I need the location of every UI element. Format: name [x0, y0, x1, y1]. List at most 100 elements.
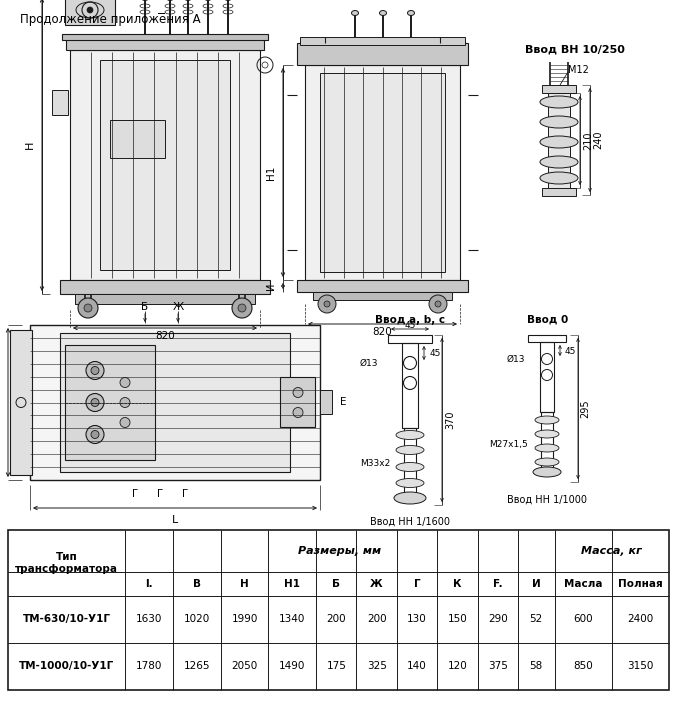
- Bar: [30, 325, 320, 480]
- Text: 820: 820: [155, 331, 175, 341]
- Text: 45: 45: [565, 346, 576, 356]
- Bar: [404, 428, 416, 498]
- Text: 325: 325: [367, 662, 387, 672]
- Text: 200: 200: [326, 614, 346, 624]
- Bar: [542, 85, 576, 93]
- Text: М27х1,5: М27х1,5: [489, 440, 528, 449]
- Ellipse shape: [533, 467, 561, 477]
- Text: Ввод НН 1/1600: Ввод НН 1/1600: [370, 517, 450, 527]
- Text: Н: Н: [240, 579, 249, 589]
- Ellipse shape: [540, 96, 578, 108]
- Text: Масса, кг: Масса, кг: [582, 546, 642, 556]
- Circle shape: [91, 366, 99, 374]
- Bar: [388, 335, 432, 343]
- Text: 1780: 1780: [136, 662, 162, 672]
- Circle shape: [91, 430, 99, 439]
- Text: Тип
трансформатора: Тип трансформатора: [15, 552, 118, 574]
- Text: Ж: Ж: [173, 302, 183, 312]
- Text: ТМ-1000/10-У1Г: ТМ-1000/10-У1Г: [19, 662, 114, 672]
- Circle shape: [293, 408, 303, 417]
- Circle shape: [324, 301, 330, 307]
- Circle shape: [232, 298, 252, 318]
- Text: Размеры, мм: Размеры, мм: [299, 546, 382, 556]
- Text: 45: 45: [430, 349, 441, 358]
- Bar: [297, 280, 468, 292]
- Bar: [62, 34, 268, 40]
- Bar: [70, 50, 260, 280]
- Text: 290: 290: [488, 614, 508, 624]
- Ellipse shape: [396, 445, 424, 454]
- Text: Ж: Ж: [370, 579, 383, 589]
- Bar: [542, 188, 576, 196]
- Text: Ø13: Ø13: [359, 359, 378, 368]
- Text: Ввод а, b, с: Ввод а, b, с: [375, 315, 445, 325]
- Text: 370: 370: [445, 411, 455, 430]
- Text: 120: 120: [447, 662, 467, 672]
- Circle shape: [78, 298, 98, 318]
- Text: Г: Г: [182, 489, 188, 499]
- Text: Ввод НН 1/1000: Ввод НН 1/1000: [507, 495, 587, 505]
- Circle shape: [429, 295, 447, 313]
- Ellipse shape: [540, 136, 578, 148]
- Ellipse shape: [535, 416, 559, 424]
- Text: 1340: 1340: [279, 614, 305, 624]
- Text: 1490: 1490: [279, 662, 305, 672]
- Text: F.: F.: [493, 579, 502, 589]
- Text: Г: Г: [414, 579, 420, 589]
- Ellipse shape: [535, 444, 559, 452]
- Bar: [280, 377, 315, 427]
- Bar: [8, 530, 669, 690]
- Text: М33х2: М33х2: [359, 459, 390, 467]
- Text: 52: 52: [529, 614, 543, 624]
- Bar: [320, 390, 332, 414]
- Text: 2050: 2050: [232, 662, 258, 672]
- Text: Ввод ВН 10/250: Ввод ВН 10/250: [525, 45, 625, 55]
- Bar: [65, 345, 155, 460]
- Text: 850: 850: [573, 662, 593, 672]
- Text: l.: l.: [146, 579, 153, 589]
- Bar: [313, 292, 452, 300]
- Ellipse shape: [394, 492, 426, 504]
- Bar: [110, 120, 165, 158]
- Bar: [528, 335, 566, 342]
- Circle shape: [120, 398, 130, 408]
- Bar: [540, 342, 554, 412]
- Ellipse shape: [408, 11, 414, 16]
- Text: 1630: 1630: [136, 614, 162, 624]
- Text: Б: Б: [141, 302, 148, 312]
- Text: L: L: [172, 515, 178, 525]
- Text: Н: Н: [25, 141, 35, 148]
- Text: 375: 375: [487, 662, 508, 672]
- Text: 130: 130: [407, 614, 427, 624]
- Circle shape: [87, 7, 93, 13]
- Text: 3150: 3150: [627, 662, 653, 672]
- Text: Полная: Полная: [618, 579, 663, 589]
- Circle shape: [120, 417, 130, 427]
- Ellipse shape: [540, 172, 578, 184]
- Text: И: И: [266, 283, 276, 290]
- Text: 1020: 1020: [183, 614, 210, 624]
- Text: 140: 140: [407, 662, 427, 672]
- Text: ТМ-630/10-У1Г: ТМ-630/10-У1Г: [23, 614, 111, 624]
- Circle shape: [293, 388, 303, 398]
- Circle shape: [86, 361, 104, 380]
- Text: 150: 150: [447, 614, 467, 624]
- Circle shape: [120, 378, 130, 388]
- Ellipse shape: [396, 430, 424, 439]
- Bar: [402, 343, 418, 428]
- Bar: [60, 280, 270, 294]
- Bar: [65, 0, 115, 25]
- Circle shape: [86, 393, 104, 412]
- Text: И: И: [532, 579, 541, 589]
- Text: Масла: Масла: [564, 579, 603, 589]
- Text: Ввод 0: Ввод 0: [527, 315, 569, 325]
- Text: 200: 200: [367, 614, 387, 624]
- Bar: [66, 38, 264, 50]
- Ellipse shape: [540, 156, 578, 168]
- Text: 2400: 2400: [628, 614, 653, 624]
- Text: 58: 58: [529, 662, 543, 672]
- Text: 820: 820: [372, 327, 393, 337]
- Text: Е: Е: [340, 397, 347, 407]
- Text: 175: 175: [326, 662, 346, 672]
- Bar: [305, 65, 460, 280]
